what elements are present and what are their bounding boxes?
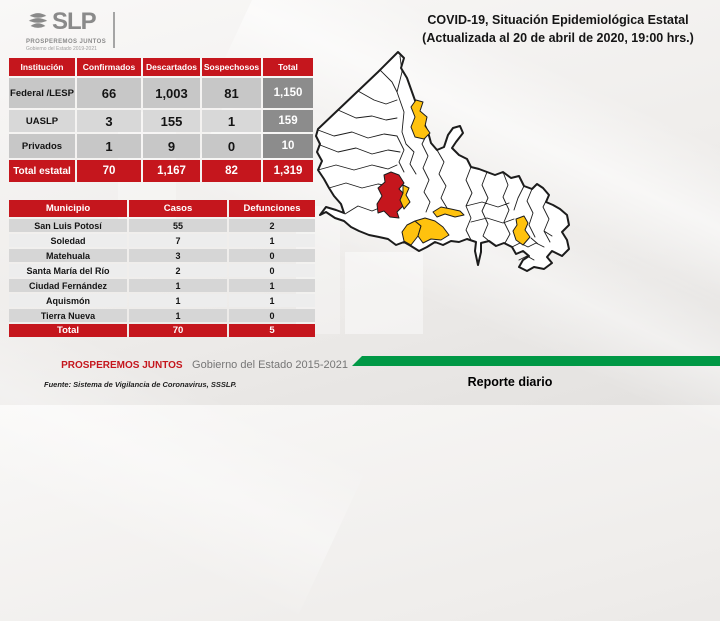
municipality-name: Santa María del Río — [9, 264, 127, 277]
row-label: UASLP — [9, 110, 75, 132]
deaths-value: 0 — [229, 249, 315, 262]
table-row-santa-maria-del-rio: Santa María del Río 2 0 — [9, 264, 315, 277]
deaths-value: 0 — [229, 264, 315, 277]
green-accent-bar — [352, 356, 720, 366]
report-type-label: Reporte diario — [467, 375, 553, 389]
table-row-ciudad-fernandez: Ciudad Fernández 1 1 — [9, 279, 315, 292]
suspected-value: 82 — [202, 160, 261, 182]
row-label: Federal /LESP — [9, 78, 75, 108]
page-title: COVID-19, Situación Epidemiológica Estat… — [406, 11, 710, 47]
total-value: 1,150 — [263, 78, 313, 108]
state-map — [302, 44, 587, 324]
deaths-value: 1 — [229, 294, 315, 307]
col-header-casos: Casos — [129, 200, 227, 217]
table-row-tierra-nueva: Tierra Nueva 1 0 — [9, 309, 315, 322]
total-value: 159 — [263, 110, 313, 132]
municipality-name: Matehuala — [9, 249, 127, 262]
logo-subline: Gobierno del Estado 2019-2021 — [26, 46, 97, 52]
table-row-san-luis-potosi: San Luis Potosí 55 2 — [9, 219, 315, 232]
deaths-value: 1 — [229, 279, 315, 292]
municipality-table: Municipio Casos Defunciones San Luis Pot… — [7, 198, 317, 339]
discarded-value: 155 — [143, 110, 200, 132]
logo-tagline: PROSPEREMOS JUNTOS — [26, 39, 107, 45]
deaths-value: 5 — [229, 324, 315, 337]
logo-divider — [113, 12, 116, 48]
title-line-1: COVID-19, Situación Epidemiológica Estat… — [427, 13, 689, 27]
cases-value: 1 — [129, 294, 227, 307]
cases-value: 55 — [129, 219, 227, 232]
cases-value: 1 — [129, 309, 227, 322]
municipality-name: Total — [9, 324, 127, 337]
cases-value: 2 — [129, 264, 227, 277]
suspected-value: 81 — [202, 78, 261, 108]
municipality-name: Aquismón — [9, 294, 127, 307]
deaths-value: 1 — [229, 234, 315, 247]
cases-value: 3 — [129, 249, 227, 262]
institution-table-header-row: Institución Confirmados Descartados Sosp… — [9, 58, 313, 76]
state-map-svg — [315, 51, 570, 272]
municipality-name: Ciudad Fernández — [9, 279, 127, 292]
table-row-total-estatal: Total estatal 70 1,167 82 1,319 — [9, 160, 313, 182]
confirmed-value: 3 — [77, 110, 141, 132]
prosperemos-juntos-label: PROSPEREMOS JUNTOS — [61, 360, 183, 371]
state-outline — [315, 51, 570, 272]
suspected-value: 1 — [202, 110, 261, 132]
municipality-name: Tierra Nueva — [9, 309, 127, 322]
source-note: Fuente: Sistema de Vigilancia de Coronav… — [44, 380, 237, 389]
col-header-municipio: Municipio — [9, 200, 127, 217]
discarded-value: 1,167 — [143, 160, 200, 182]
gobierno-label: Gobierno del Estado 2015-2021 — [192, 359, 348, 371]
row-label: Privados — [9, 134, 75, 158]
municipality-name: San Luis Potosí — [9, 219, 127, 232]
cases-value: 70 — [129, 324, 227, 337]
table-row-matehuala: Matehuala 3 0 — [9, 249, 315, 262]
map-region-ciudad-fernandez — [432, 206, 465, 218]
col-header-defunciones: Defunciones — [229, 200, 315, 217]
confirmed-value: 66 — [77, 78, 141, 108]
total-value: 1,319 — [263, 160, 313, 182]
footer-motto: PROSPEREMOS JUNTOS Gobierno del Estado 2… — [8, 355, 348, 373]
cases-value: 7 — [129, 234, 227, 247]
table-row-aquismon: Aquismón 1 1 — [9, 294, 315, 307]
table-row-soledad: Soledad 7 1 — [9, 234, 315, 247]
logo-acronym: SLP — [52, 8, 97, 36]
map-region-soledad — [399, 184, 411, 210]
col-header-total: Total — [263, 58, 313, 76]
confirmed-value: 70 — [77, 160, 141, 182]
cases-value: 1 — [129, 279, 227, 292]
slp-logo: SLP PROSPEREMOS JUNTOS Gobierno del Esta… — [26, 8, 116, 52]
municipality-name: Soledad — [9, 234, 127, 247]
map-region-santa-maria-del-rio — [414, 217, 450, 244]
col-header-sospechosos: Sospechosos — [202, 58, 261, 76]
map-region-aquismon — [512, 215, 531, 246]
slp-sphere-icon — [26, 8, 50, 37]
suspected-value: 0 — [202, 134, 261, 158]
municipality-table-header-row: Municipio Casos Defunciones — [9, 200, 315, 217]
municipal-boundaries — [317, 55, 553, 261]
col-header-confirmados: Confirmados — [77, 58, 141, 76]
map-region-matehuala — [410, 99, 431, 140]
deaths-value: 0 — [229, 309, 315, 322]
discarded-value: 9 — [143, 134, 200, 158]
deaths-value: 2 — [229, 219, 315, 232]
table-row-total: Total 70 5 — [9, 324, 315, 337]
discarded-value: 1,003 — [143, 78, 200, 108]
confirmed-value: 1 — [77, 134, 141, 158]
table-row-privados: Privados 1 9 0 10 — [9, 134, 313, 158]
table-row-federal-lesp: Federal /LESP 66 1,003 81 1,150 — [9, 78, 313, 108]
institution-table: Institución Confirmados Descartados Sosp… — [7, 56, 315, 184]
title-line-2: (Actualizada al 20 de abril de 2020, 19:… — [422, 31, 694, 46]
row-label: Total estatal — [9, 160, 75, 182]
col-header-descartados: Descartados — [143, 58, 200, 76]
table-row-uaslp: UASLP 3 155 1 159 — [9, 110, 313, 132]
col-header-institucion: Institución — [9, 58, 75, 76]
map-region-san-luis-potosi — [376, 171, 407, 219]
total-value: 10 — [263, 134, 313, 158]
